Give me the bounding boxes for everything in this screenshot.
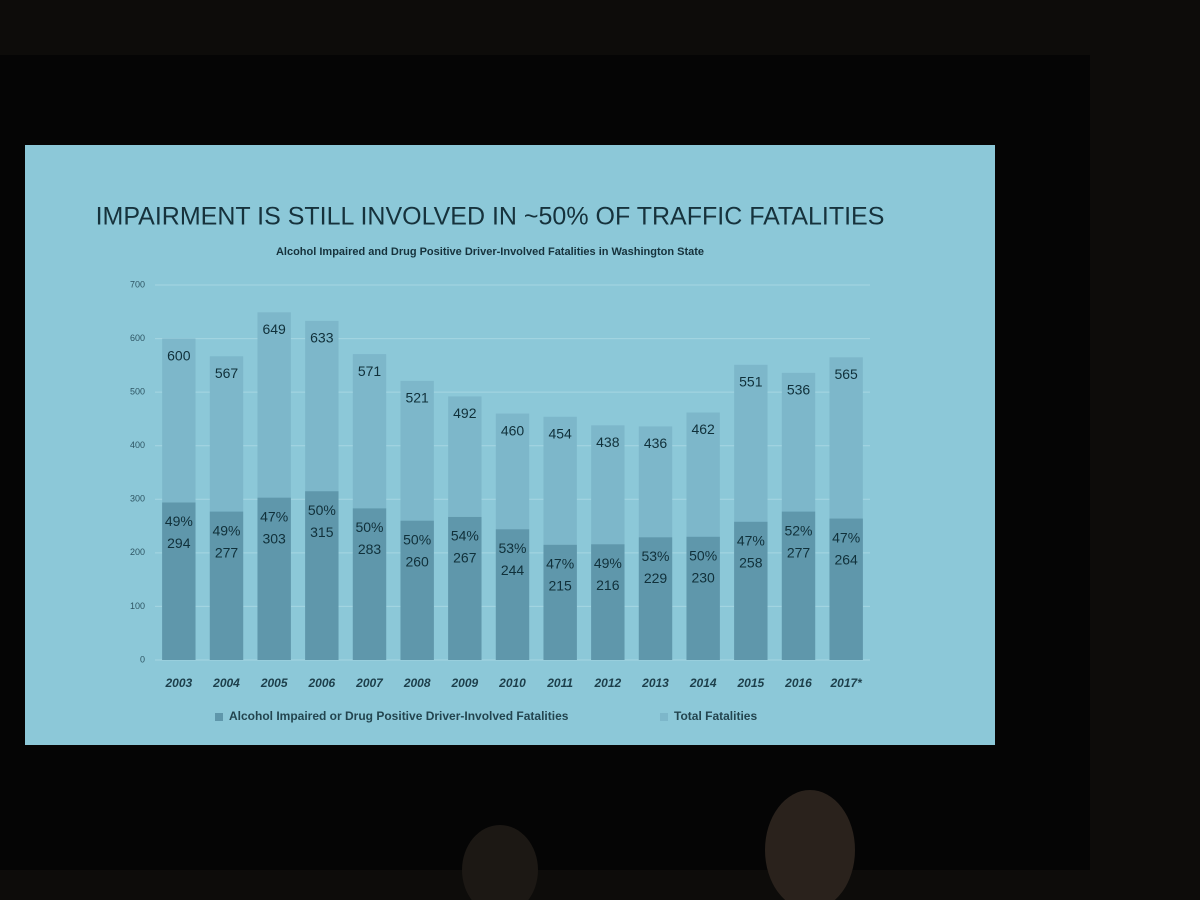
data-label: 454 bbox=[548, 425, 572, 441]
data-label: 438 bbox=[596, 434, 620, 450]
share-label: 50% bbox=[689, 547, 717, 563]
y-tick-label: 500 bbox=[130, 387, 145, 397]
data-label: 536 bbox=[787, 382, 811, 398]
bar bbox=[400, 520, 434, 660]
data-label: 436 bbox=[644, 435, 668, 451]
data-label: 258 bbox=[739, 554, 763, 570]
x-tick-label: 2009 bbox=[450, 676, 478, 690]
bar bbox=[638, 537, 673, 660]
data-label: 260 bbox=[405, 553, 429, 569]
x-tick-label: 2005 bbox=[260, 676, 288, 690]
x-tick-label: 2012 bbox=[593, 676, 621, 690]
x-tick-label: 2008 bbox=[403, 676, 431, 690]
data-label: 283 bbox=[358, 541, 382, 557]
x-tick-label: 2004 bbox=[212, 676, 240, 690]
x-tick-label: 2011 bbox=[546, 676, 573, 690]
data-label: 565 bbox=[834, 366, 858, 382]
legend-label: Alcohol Impaired or Drug Positive Driver… bbox=[229, 709, 569, 723]
y-tick-label: 200 bbox=[130, 547, 145, 557]
share-label: 47% bbox=[546, 556, 574, 572]
bar bbox=[448, 516, 482, 660]
share-label: 53% bbox=[498, 540, 526, 556]
bar bbox=[352, 508, 387, 660]
x-tick-label: 2013 bbox=[641, 676, 669, 690]
data-label: 294 bbox=[167, 535, 191, 551]
data-label: 216 bbox=[596, 577, 620, 593]
audience-head bbox=[462, 825, 538, 900]
y-tick-label: 600 bbox=[130, 333, 145, 343]
legend-swatch bbox=[660, 713, 668, 721]
data-label: 277 bbox=[215, 544, 239, 560]
share-label: 49% bbox=[212, 522, 240, 538]
data-label: 230 bbox=[691, 569, 715, 585]
share-label: 53% bbox=[641, 548, 669, 564]
data-label: 567 bbox=[215, 365, 239, 381]
data-label: 649 bbox=[262, 321, 286, 337]
data-label: 460 bbox=[501, 422, 525, 438]
data-label: 303 bbox=[262, 530, 286, 546]
y-tick-label: 400 bbox=[130, 440, 145, 450]
data-label: 600 bbox=[167, 347, 191, 363]
x-tick-label: 2017* bbox=[829, 676, 863, 690]
x-tick-label: 2015 bbox=[736, 676, 764, 690]
bar bbox=[543, 544, 577, 660]
legend-swatch bbox=[215, 713, 223, 721]
data-label: 229 bbox=[644, 570, 668, 586]
data-label: 267 bbox=[453, 550, 477, 566]
bar bbox=[591, 544, 625, 660]
x-tick-label: 2010 bbox=[498, 676, 526, 690]
x-tick-label: 2014 bbox=[689, 676, 717, 690]
data-label: 215 bbox=[548, 578, 572, 594]
data-label: 264 bbox=[834, 551, 858, 567]
data-label: 492 bbox=[453, 405, 477, 421]
x-tick-label: 2006 bbox=[307, 676, 335, 690]
bar bbox=[257, 497, 291, 660]
share-label: 50% bbox=[403, 531, 431, 547]
chart-title: IMPAIRMENT IS STILL INVOLVED IN ~50% OF … bbox=[96, 203, 885, 231]
bar bbox=[495, 529, 530, 660]
bar bbox=[734, 521, 768, 660]
data-label: 244 bbox=[501, 562, 525, 578]
share-label: 54% bbox=[451, 528, 479, 544]
share-label: 47% bbox=[832, 529, 860, 545]
share-label: 52% bbox=[784, 522, 812, 538]
audience-head bbox=[765, 790, 855, 900]
data-label: 571 bbox=[358, 363, 382, 379]
share-label: 49% bbox=[165, 513, 193, 529]
y-tick-label: 100 bbox=[130, 601, 145, 611]
x-tick-label: 2016 bbox=[784, 676, 812, 690]
y-tick-label: 700 bbox=[130, 279, 145, 289]
share-label: 47% bbox=[737, 532, 765, 548]
bar bbox=[829, 518, 863, 660]
share-label: 47% bbox=[260, 508, 288, 524]
data-label: 277 bbox=[787, 544, 811, 560]
bar bbox=[781, 511, 816, 660]
data-label: 315 bbox=[310, 524, 334, 540]
chart-subtitle: Alcohol Impaired and Drug Positive Drive… bbox=[276, 246, 704, 258]
share-label: 50% bbox=[308, 502, 336, 518]
data-label: 633 bbox=[310, 330, 334, 346]
share-label: 49% bbox=[594, 555, 622, 571]
bar bbox=[162, 502, 196, 660]
data-label: 521 bbox=[405, 390, 429, 406]
legend-label: Total Fatalities bbox=[674, 709, 757, 723]
x-tick-label: 2007 bbox=[355, 676, 384, 690]
data-label: 551 bbox=[739, 374, 763, 390]
y-tick-label: 0 bbox=[140, 654, 145, 664]
data-label: 462 bbox=[691, 421, 715, 437]
y-tick-label: 300 bbox=[130, 494, 145, 504]
bar bbox=[686, 536, 720, 660]
x-tick-label: 2003 bbox=[164, 676, 192, 690]
bar bbox=[209, 511, 244, 660]
bar bbox=[305, 491, 339, 660]
share-label: 50% bbox=[355, 519, 383, 535]
